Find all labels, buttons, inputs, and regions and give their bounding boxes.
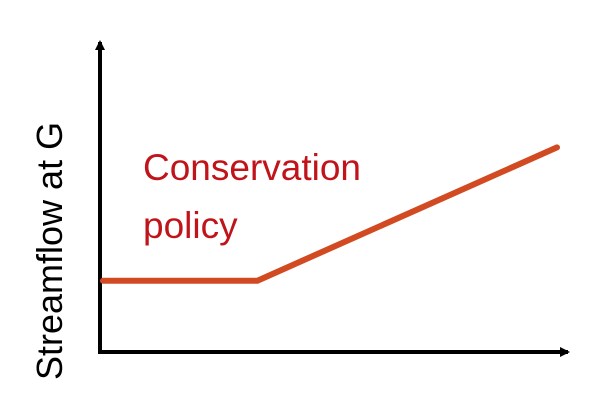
annotation-line-2: policy	[143, 205, 238, 246]
y-axis-label: Streamflow at G	[29, 122, 70, 380]
series-layer	[100, 144, 560, 284]
annotation-label: Conservation policy	[143, 147, 371, 246]
annotation-line-1: Conservation	[143, 147, 361, 188]
series-line-1	[100, 144, 560, 284]
